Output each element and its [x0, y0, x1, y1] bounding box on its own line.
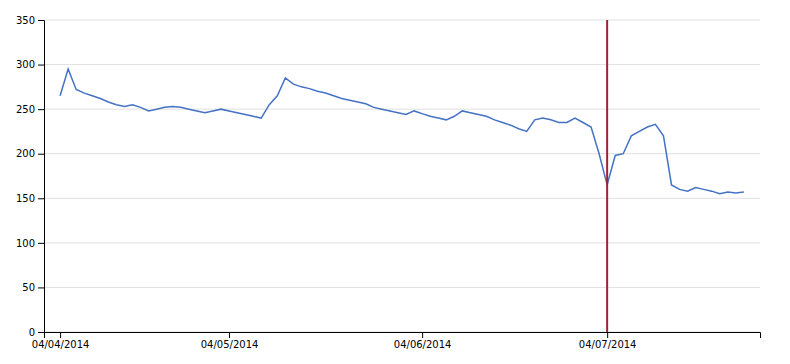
y-tick-label: 350 — [16, 15, 35, 26]
y-tick-mark — [38, 154, 44, 155]
y-tick: 100 — [16, 238, 44, 249]
marks — [60, 20, 744, 332]
vertical-line — [606, 20, 608, 332]
grid-line — [44, 109, 760, 110]
y-tick-mark — [38, 65, 44, 66]
y-tick-mark — [38, 20, 44, 21]
y-tick: 150 — [16, 193, 44, 204]
grid — [44, 20, 760, 332]
y-tick: 300 — [16, 59, 44, 70]
line — [60, 69, 744, 194]
y-axis-line — [38, 21, 45, 333]
y-tick-mark — [38, 243, 44, 244]
y-tick-mark — [38, 109, 44, 110]
x-tick-mark — [229, 332, 230, 338]
x-tick: 04/05/2014 — [201, 332, 259, 350]
y-tick: 250 — [16, 104, 44, 115]
grid-line — [44, 20, 760, 21]
x-tick-mark — [60, 332, 61, 338]
x-axis: 04/04/2014 04/05/2014 04/06/2014 04/07/2014 — [32, 332, 761, 350]
y-tick-label: 50 — [22, 282, 35, 293]
x-tick: 04/04/2014 — [32, 332, 90, 350]
x-tick-label: 04/07/2014 — [579, 339, 637, 350]
grid-line — [44, 153, 760, 154]
x-tick-label: 04/05/2014 — [201, 339, 259, 350]
grid-line — [44, 198, 760, 199]
y-tick: 200 — [16, 148, 44, 159]
y-tick-mark — [38, 198, 44, 199]
y-tick-label: 300 — [16, 59, 35, 70]
x-tick: 04/07/2014 — [579, 332, 637, 350]
x-tick-label: 04/04/2014 — [32, 339, 90, 350]
grid-line — [44, 64, 760, 65]
grid-line — [44, 242, 760, 243]
y-tick: 50 — [22, 282, 44, 293]
plot: 0 50 100 150 200 250 300 350 04/04/2014 04/05/201… — [16, 15, 761, 350]
y-tick-label: 150 — [16, 193, 35, 204]
y-tick-label: 200 — [16, 148, 35, 159]
y-tick: 0 — [29, 327, 44, 338]
x-tick-mark — [607, 332, 608, 338]
y-tick-label: 0 — [29, 327, 35, 338]
y-tick-mark — [38, 332, 44, 333]
y-axis: 0 50 100 150 200 250 300 350 — [16, 15, 45, 338]
y-tick-mark — [38, 287, 44, 288]
x-tick-label: 04/06/2014 — [394, 339, 452, 350]
x-tick-mark — [422, 332, 423, 338]
x-tick: 04/06/2014 — [394, 332, 452, 350]
y-tick: 350 — [16, 15, 44, 26]
y-tick-label: 250 — [16, 104, 35, 115]
chart: 0 50 100 150 200 250 300 350 04/04/2014 04/05/201… — [0, 0, 790, 364]
x-axis-line — [45, 333, 761, 339]
grid-line — [44, 287, 760, 288]
y-tick-label: 100 — [16, 238, 35, 249]
